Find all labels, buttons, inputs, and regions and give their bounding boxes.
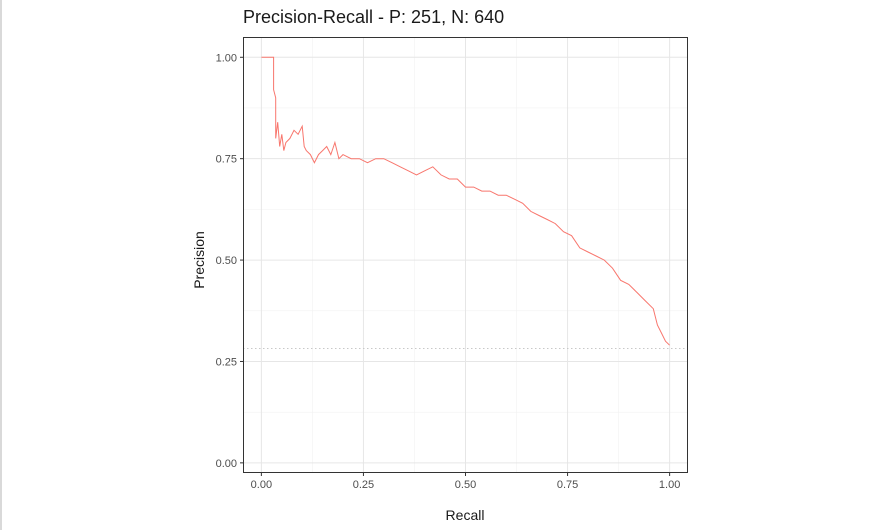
plot-border (243, 37, 688, 473)
viewer-left-border (0, 0, 2, 530)
grid-lines (243, 37, 688, 473)
x-tick-label: 0.25 (353, 479, 374, 491)
x-tick-label: 0.75 (557, 479, 578, 491)
x-tick-label: 0.00 (251, 479, 272, 491)
chart-title: Precision-Recall - P: 251, N: 640 (243, 7, 505, 27)
axis-ticks: 0.00 0.25 0.50 0.75 1.00 0.00 0.25 0.50 0.75 1.00 (216, 52, 681, 491)
y-tick-label: 0.25 (216, 356, 237, 368)
x-tick-label: 0.50 (455, 479, 476, 491)
y-tick-label: 1.00 (216, 52, 237, 64)
x-tick-label: 1.00 (659, 479, 680, 491)
y-axis-title: Precision (191, 231, 207, 289)
series-line (261, 56, 670, 346)
y-tick-label: 0.75 (216, 154, 237, 166)
x-axis-title: Recall (446, 507, 485, 523)
y-tick-label: 0.50 (216, 255, 237, 267)
y-tick-label: 0.00 (216, 458, 237, 470)
